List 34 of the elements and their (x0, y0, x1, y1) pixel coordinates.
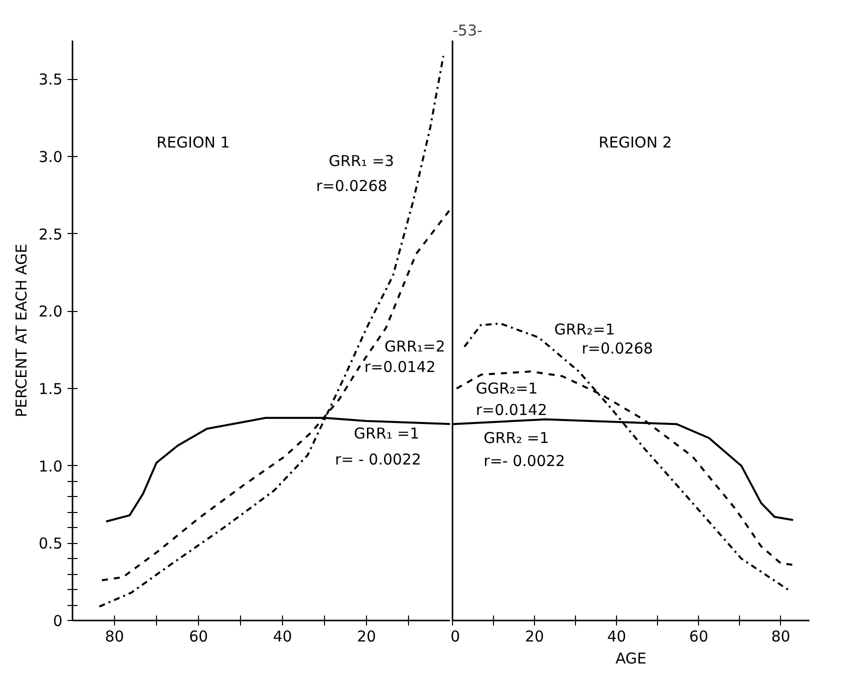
y-tick-label: 0.5 (38, 534, 63, 553)
annotation: GRR₁ =1 (354, 424, 420, 442)
annotation: GRR₁=2 (384, 338, 446, 356)
x-tick-label: 60 (689, 628, 708, 646)
x-tick-label: 40 (272, 628, 292, 646)
annotation: r= - 0.0022 (335, 450, 422, 469)
y-tick-label: 2.5 (38, 225, 63, 244)
x-tick-label: 20 (525, 628, 544, 646)
y-tick-label: 3.0 (38, 148, 63, 166)
x-tick-label: 0 (450, 628, 460, 646)
annotation: r=- 0.0022 (484, 452, 566, 470)
x-tick-label: 80 (104, 628, 124, 646)
annotation: r=0.0268 (582, 339, 653, 358)
annotation: r=0.0142 (364, 358, 436, 376)
annotation: r=0.0268 (316, 176, 388, 195)
y-tick-label: 0 (52, 612, 63, 630)
x-tick-label: 80 (771, 628, 790, 646)
annotation: r=0.0142 (476, 401, 548, 420)
chart-title: -53- (452, 22, 482, 40)
y-tick-label: 3.5 (38, 70, 63, 89)
y-tick-label: 2.0 (38, 302, 63, 321)
x-tick-label: 20 (356, 628, 376, 646)
x-tick-label: 40 (607, 628, 626, 646)
y-tick-label: 1.0 (38, 457, 63, 476)
y-axis-title: PERCENT AT EACH AGE (12, 244, 31, 418)
annotation: GRR₂ =1 (484, 428, 550, 447)
annotation: GRR₂=1 (554, 320, 615, 339)
y-tick-label: 1.5 (38, 380, 63, 398)
annotation: GGR₂=1 (476, 380, 538, 398)
x-axis-title: AGE (615, 650, 647, 668)
annotation: GRR₁ =3 (328, 152, 394, 170)
x-tick-label: 60 (188, 628, 208, 646)
annotation: REGION 1 (156, 134, 230, 152)
annotation: REGION 2 (598, 134, 672, 152)
